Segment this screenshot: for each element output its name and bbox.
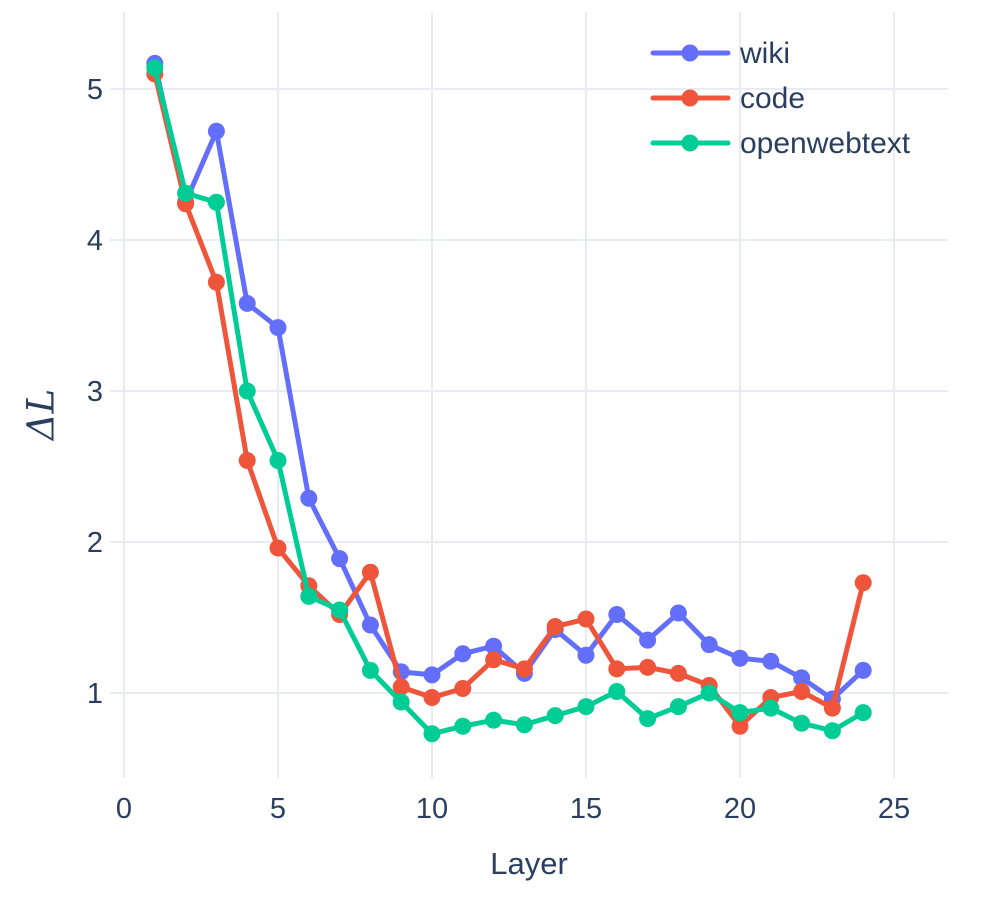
x-tick-label: 10 (416, 793, 448, 825)
data-point-code (515, 660, 533, 678)
data-point-openwebtext (361, 661, 379, 679)
data-point-code (577, 610, 595, 628)
data-point-openwebtext (608, 682, 626, 700)
data-point-wiki (423, 666, 441, 684)
data-point-openwebtext (731, 704, 749, 722)
data-point-wiki (300, 489, 318, 507)
data-point-openwebtext (269, 451, 287, 469)
data-point-openwebtext (823, 722, 841, 740)
legend-item-code[interactable]: code (650, 82, 805, 115)
data-point-wiki (731, 649, 749, 667)
y-tick-label: 4 (87, 225, 103, 257)
data-point-wiki (454, 645, 472, 663)
data-point-openwebtext (392, 693, 410, 711)
data-point-code (238, 451, 256, 469)
y-tick-label: 2 (87, 527, 103, 559)
data-point-wiki (361, 616, 379, 634)
data-point-code (423, 689, 441, 707)
data-point-code (854, 574, 872, 592)
y-tick-label: 1 (87, 678, 103, 710)
data-point-openwebtext (515, 716, 533, 734)
legend-swatch-marker-wiki (681, 44, 699, 62)
data-point-wiki (238, 294, 256, 312)
data-point-openwebtext (300, 587, 318, 605)
data-point-openwebtext (331, 601, 349, 619)
data-point-openwebtext (639, 710, 657, 728)
data-point-code (361, 563, 379, 581)
data-point-openwebtext (700, 684, 718, 702)
data-point-wiki (793, 669, 811, 687)
data-point-openwebtext (854, 704, 872, 722)
data-point-wiki (331, 550, 349, 568)
data-point-code (485, 651, 503, 669)
data-point-code (207, 273, 225, 291)
data-point-openwebtext (177, 184, 195, 202)
series-line-code (152, 71, 866, 729)
legend-label-code: code (740, 82, 805, 115)
data-point-code (731, 717, 749, 735)
data-point-openwebtext (762, 699, 780, 717)
x-tick-label: 20 (724, 793, 756, 825)
data-point-openwebtext (454, 717, 472, 735)
series-line-openwebtext (152, 65, 866, 737)
data-point-openwebtext (423, 725, 441, 743)
data-point-code (454, 679, 472, 697)
data-point-openwebtext (546, 707, 564, 725)
legend-swatch-marker-code (681, 89, 699, 107)
data-point-openwebtext (669, 698, 687, 716)
x-tick-label: 5 (270, 793, 286, 825)
data-point-openwebtext (577, 698, 595, 716)
data-point-wiki (207, 122, 225, 140)
data-point-wiki (854, 661, 872, 679)
data-point-code (546, 618, 564, 636)
data-point-code (269, 539, 287, 557)
data-point-wiki (485, 637, 503, 655)
data-point-code (793, 682, 811, 700)
data-point-openwebtext (485, 711, 503, 729)
data-point-wiki (608, 605, 626, 623)
data-point-code (823, 699, 841, 717)
x-axis-title: Layer (490, 846, 568, 881)
data-point-openwebtext (146, 59, 164, 77)
data-point-wiki (762, 652, 780, 670)
data-point-wiki (669, 604, 687, 622)
data-point-wiki (700, 636, 718, 654)
y-tick-label: 5 (87, 74, 103, 106)
x-tick-label: 0 (116, 793, 132, 825)
y-axis-title: ΔL (19, 388, 63, 441)
x-tick-label: 15 (570, 793, 602, 825)
legend-item-wiki[interactable]: wiki (650, 37, 790, 70)
data-point-openwebtext (238, 382, 256, 400)
data-point-code (392, 678, 410, 696)
legend-item-openwebtext[interactable]: openwebtext (650, 127, 911, 160)
y-tick-label: 3 (87, 376, 103, 408)
data-point-wiki (639, 631, 657, 649)
legend-swatch-marker-openwebtext (681, 134, 699, 152)
data-point-openwebtext (793, 714, 811, 732)
data-point-code (669, 664, 687, 682)
data-point-wiki (269, 319, 287, 337)
data-point-openwebtext (207, 193, 225, 211)
legend-label-wiki: wiki (739, 37, 790, 70)
x-tick-label: 25 (878, 793, 910, 825)
data-point-code (608, 660, 626, 678)
legend-label-openwebtext: openwebtext (740, 127, 911, 160)
data-point-wiki (577, 646, 595, 664)
data-point-code (639, 658, 657, 676)
